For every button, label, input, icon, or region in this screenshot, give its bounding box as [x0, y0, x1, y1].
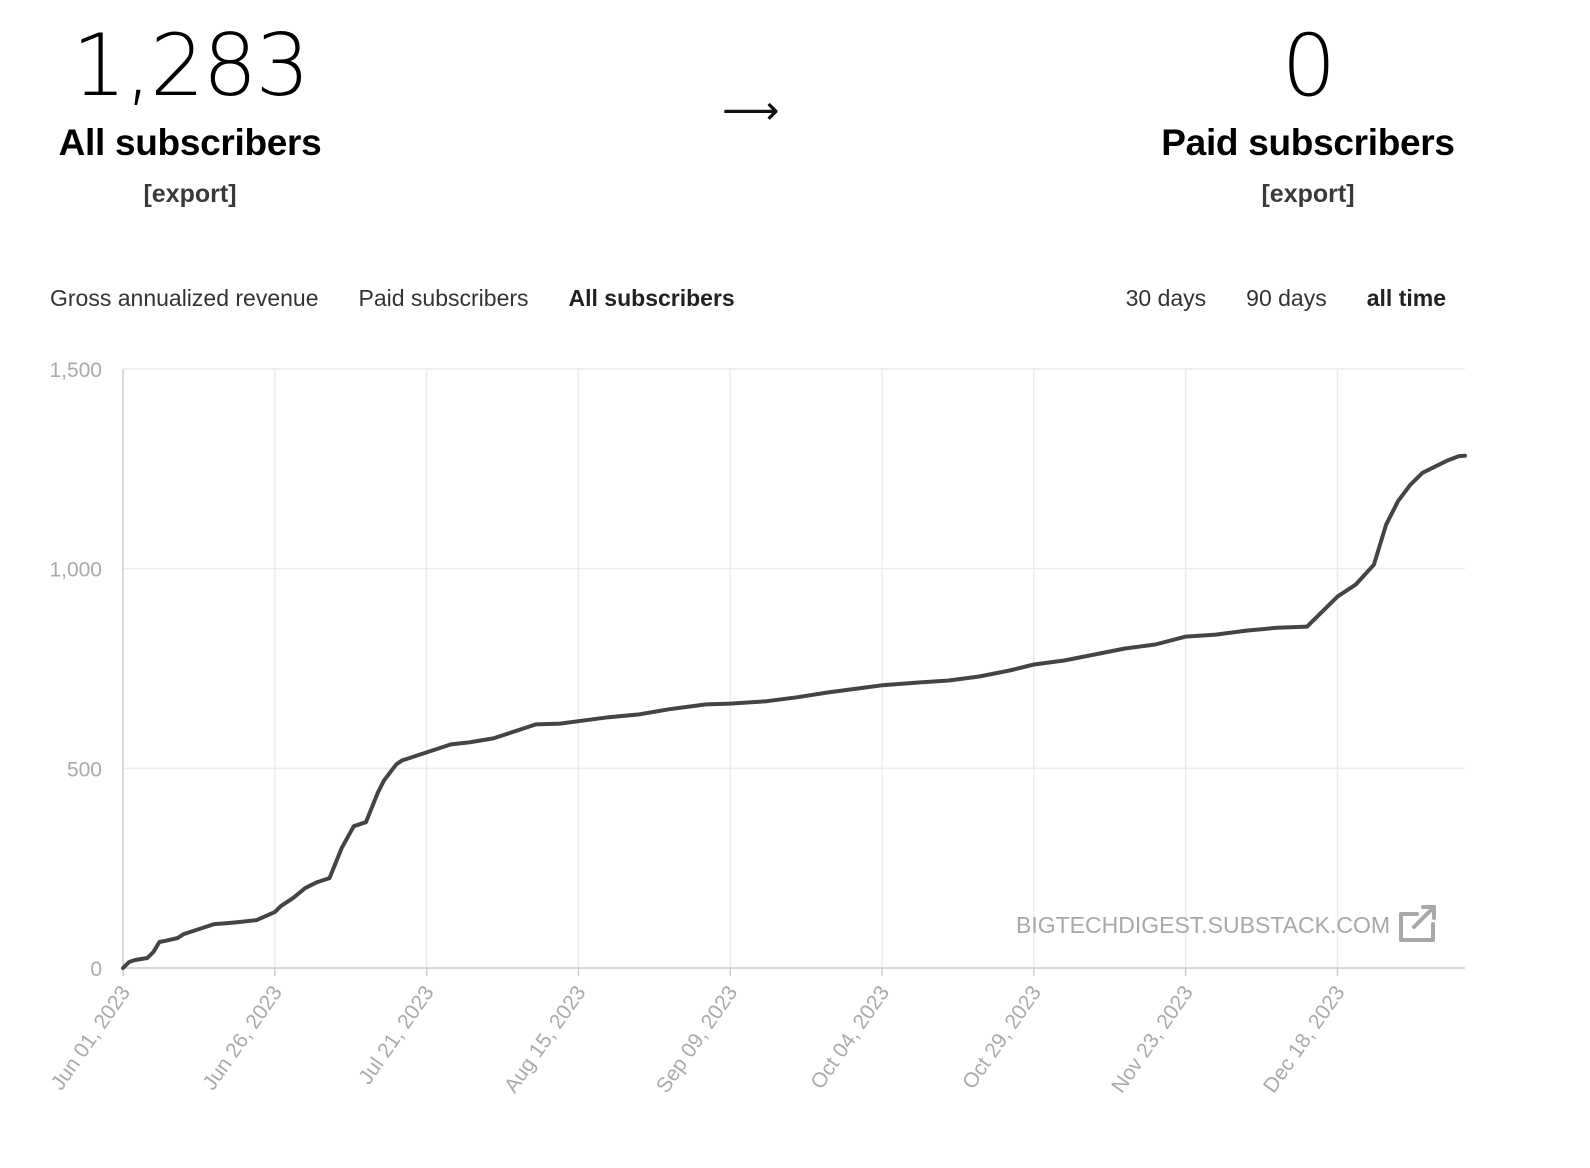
x-tick-label: Jun 26, 2023: [198, 982, 286, 1095]
x-tick-label: Aug 15, 2023: [500, 982, 591, 1098]
chart-grid: [123, 368, 1465, 968]
tab-gross-annualized-revenue[interactable]: Gross annualized revenue: [50, 285, 319, 311]
x-tick-label: Nov 23, 2023: [1107, 982, 1198, 1098]
x-tick-label: Oct 04, 2023: [806, 982, 894, 1094]
metric-tabs: Gross annualized revenue Paid subscriber…: [50, 285, 775, 312]
all-subscribers-stat: 1,283 All subscribers [export]: [0, 18, 380, 209]
y-tick-label: 0: [90, 958, 102, 981]
all-subscribers-count: 1,283: [71, 16, 310, 116]
chart-axes: 0 500 1,000 1,500 Jun 01, 2023 Jun 26, 2023 Ju…: [47, 359, 1465, 1097]
series-line: [121, 453, 1467, 970]
watermark-text[interactable]: BIGTECHDIGEST.SUBSTACK.COM: [1016, 912, 1390, 938]
time-range-tabs: 30 days 90 days all time: [1086, 285, 1446, 312]
x-tick-label: Dec 18, 2023: [1259, 982, 1350, 1098]
x-tick-label: Oct 29, 2023: [958, 982, 1046, 1094]
y-tick-label: 1,000: [49, 559, 102, 582]
paid-subscribers-stat: 0 Paid subscribers [export]: [1118, 18, 1498, 209]
paid-subscribers-label: Paid subscribers: [1161, 122, 1455, 163]
external-link-icon[interactable]: [1399, 905, 1436, 942]
y-tick-label: 500: [67, 758, 102, 781]
chart-series: [121, 453, 1467, 970]
all-subscribers-label: All subscribers: [58, 122, 322, 163]
y-tick-label: 1,500: [49, 359, 102, 382]
paid-subscribers-count: 0: [1281, 16, 1337, 116]
x-tick-label: Sep 09, 2023: [652, 982, 743, 1098]
subscribers-line-chart: 0 500 1,000 1,500 Jun 01, 2023 Jun 26, 2023 Ju…: [47, 359, 1467, 1097]
x-tick-label: Jun 01, 2023: [47, 982, 135, 1095]
range-90-days[interactable]: 90 days: [1246, 285, 1327, 311]
paid-subscribers-export-link[interactable]: [export]: [1261, 180, 1355, 208]
x-tick-label: Jul 21, 2023: [354, 982, 438, 1089]
range-30-days[interactable]: 30 days: [1125, 285, 1207, 311]
range-all-time[interactable]: all time: [1366, 285, 1446, 311]
arrow-right-icon: ⟶: [722, 88, 780, 134]
tab-paid-subscribers[interactable]: Paid subscribers: [358, 285, 529, 311]
all-subscribers-export-link[interactable]: [export]: [143, 180, 237, 208]
tab-all-subscribers[interactable]: All subscribers: [568, 285, 735, 311]
watermark[interactable]: BIGTECHDIGEST.SUBSTACK.COM: [1016, 905, 1436, 942]
